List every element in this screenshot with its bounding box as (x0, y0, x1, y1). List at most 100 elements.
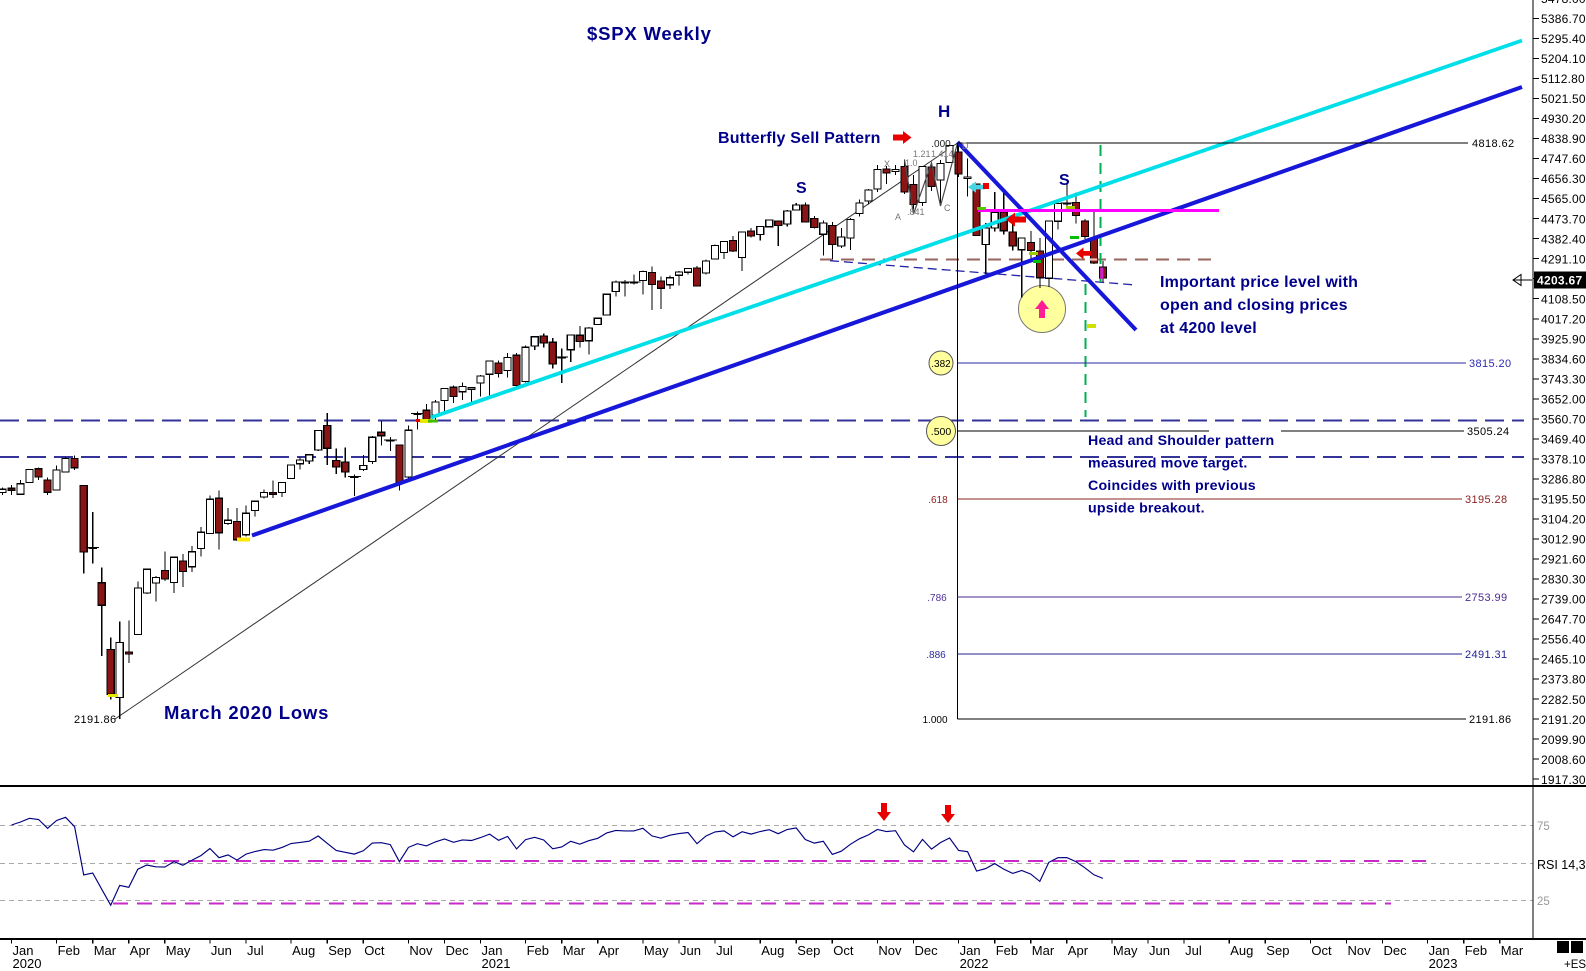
svg-text:3286.80: 3286.80 (1541, 473, 1586, 487)
svg-text:+ES: +ES (1564, 959, 1586, 971)
svg-text:Feb: Feb (1465, 943, 1487, 958)
svg-text:2023: 2023 (1429, 956, 1458, 971)
svg-text:May: May (644, 943, 669, 958)
svg-text:5112.80: 5112.80 (1541, 72, 1585, 86)
svg-text:4017.20: 4017.20 (1541, 312, 1586, 326)
svg-text:2191.20: 2191.20 (1541, 713, 1586, 727)
svg-text:2830.30: 2830.30 (1541, 573, 1586, 587)
svg-text:Aug: Aug (1230, 943, 1253, 958)
svg-text:2556.40: 2556.40 (1541, 633, 1586, 647)
svg-text:Sep: Sep (1266, 943, 1289, 958)
svg-text:5204.10: 5204.10 (1541, 52, 1586, 66)
svg-text:Jun: Jun (211, 943, 232, 958)
svg-text:Jul: Jul (247, 943, 264, 958)
svg-text:Oct: Oct (1311, 943, 1332, 958)
svg-text:S: S (796, 180, 807, 197)
svg-text:2491.31: 2491.31 (1465, 649, 1508, 661)
svg-text:2753.99: 2753.99 (1465, 592, 1508, 604)
svg-text:Mar: Mar (94, 943, 117, 958)
svg-text:3195.28: 3195.28 (1465, 494, 1508, 506)
svg-text:75: 75 (1537, 821, 1550, 833)
svg-text:Oct: Oct (833, 943, 854, 958)
svg-text:Aug: Aug (292, 943, 315, 958)
svg-text:1917.30: 1917.30 (1541, 773, 1586, 787)
svg-text:3743.30: 3743.30 (1541, 372, 1586, 386)
svg-text:Dec: Dec (915, 943, 939, 958)
svg-text:Sep: Sep (797, 943, 820, 958)
svg-text:5295.40: 5295.40 (1541, 32, 1586, 46)
svg-text:Jan: Jan (13, 943, 34, 958)
svg-text:Feb: Feb (58, 943, 80, 958)
svg-text:Jul: Jul (1185, 943, 1202, 958)
svg-text:3104.20: 3104.20 (1541, 513, 1586, 527)
svg-text:Jul: Jul (716, 943, 733, 958)
svg-text:3925.90: 3925.90 (1541, 332, 1586, 346)
svg-text:upside breakout.: upside breakout. (1088, 501, 1205, 517)
svg-text:3834.60: 3834.60 (1541, 352, 1586, 366)
svg-text:2282.50: 2282.50 (1541, 693, 1586, 707)
svg-text:Nov: Nov (878, 943, 902, 958)
svg-text:4818.62: 4818.62 (1472, 138, 1515, 150)
svg-text:Jun: Jun (680, 943, 701, 958)
svg-text:2099.90: 2099.90 (1541, 733, 1586, 747)
svg-text:open and closing prices: open and closing prices (1160, 297, 1348, 314)
svg-text:5478.00: 5478.00 (1541, 0, 1586, 6)
svg-text:Oct: Oct (364, 943, 385, 958)
svg-text:Important price level with: Important price level with (1160, 274, 1358, 291)
svg-text:5021.50: 5021.50 (1541, 92, 1586, 106)
svg-text:4565.00: 4565.00 (1541, 192, 1586, 206)
svg-text:Nov: Nov (409, 943, 433, 958)
svg-text:.500: .500 (931, 426, 952, 438)
svg-text:4656.30: 4656.30 (1541, 172, 1586, 186)
svg-text:.786: .786 (927, 593, 947, 604)
svg-text:2465.10: 2465.10 (1541, 653, 1586, 667)
svg-text:Apr: Apr (130, 943, 151, 958)
svg-text:A: A (895, 212, 901, 222)
svg-text:2373.80: 2373.80 (1541, 673, 1586, 687)
svg-text:Feb: Feb (527, 943, 549, 958)
svg-text:2647.70: 2647.70 (1541, 613, 1586, 627)
svg-text:at 4200 level: at 4200 level (1160, 320, 1257, 337)
svg-text:Mar: Mar (563, 943, 586, 958)
svg-text:2021: 2021 (482, 956, 511, 971)
svg-text:4747.60: 4747.60 (1541, 152, 1586, 166)
svg-text:1.21: 1.21 (913, 149, 931, 159)
svg-text:3469.40: 3469.40 (1541, 433, 1586, 447)
svg-text:4291.10: 4291.10 (1541, 252, 1586, 266)
svg-text:Coincides with previous: Coincides with previous (1088, 478, 1256, 494)
svg-text:2191.86: 2191.86 (1469, 714, 1512, 726)
svg-text:.886: .886 (926, 650, 946, 661)
svg-text:1.000: 1.000 (922, 715, 947, 726)
svg-text:Mar: Mar (1501, 943, 1524, 958)
svg-text:2191.86: 2191.86 (74, 714, 117, 726)
svg-text:Apr: Apr (1068, 943, 1089, 958)
svg-text:4473.70: 4473.70 (1541, 212, 1586, 226)
svg-text:3505.24: 3505.24 (1467, 426, 1510, 438)
svg-text:$SPX Weekly: $SPX Weekly (587, 23, 712, 44)
svg-text:3195.50: 3195.50 (1541, 493, 1586, 507)
svg-text:D: D (962, 141, 969, 151)
svg-text:4838.90: 4838.90 (1541, 132, 1586, 146)
svg-text:Dec: Dec (446, 943, 470, 958)
svg-text:H: H (938, 102, 950, 121)
svg-text:3815.20: 3815.20 (1469, 358, 1512, 370)
svg-text:4382.40: 4382.40 (1541, 232, 1586, 246)
svg-text:measured move target.: measured move target. (1088, 456, 1248, 472)
svg-text:Jan: Jan (482, 943, 503, 958)
svg-text:3378.10: 3378.10 (1541, 453, 1586, 467)
svg-text:Head and Shoulder pattern: Head and Shoulder pattern (1088, 433, 1274, 449)
svg-text:4930.20: 4930.20 (1541, 112, 1586, 126)
svg-text:.841: .841 (907, 207, 925, 217)
svg-text:2022: 2022 (960, 956, 989, 971)
svg-text:Nov: Nov (1348, 943, 1372, 958)
svg-text:.382: .382 (931, 359, 951, 370)
svg-text:2008.60: 2008.60 (1541, 753, 1586, 767)
svg-text:May: May (1113, 943, 1138, 958)
svg-text:RSI 14,3: RSI 14,3 (1537, 858, 1586, 872)
svg-text:5386.70: 5386.70 (1541, 12, 1586, 26)
svg-text:Apr: Apr (599, 943, 620, 958)
svg-text:25: 25 (1537, 896, 1550, 908)
svg-text:Jan: Jan (960, 943, 981, 958)
svg-text:4108.50: 4108.50 (1541, 292, 1586, 306)
svg-text:C: C (944, 203, 951, 213)
